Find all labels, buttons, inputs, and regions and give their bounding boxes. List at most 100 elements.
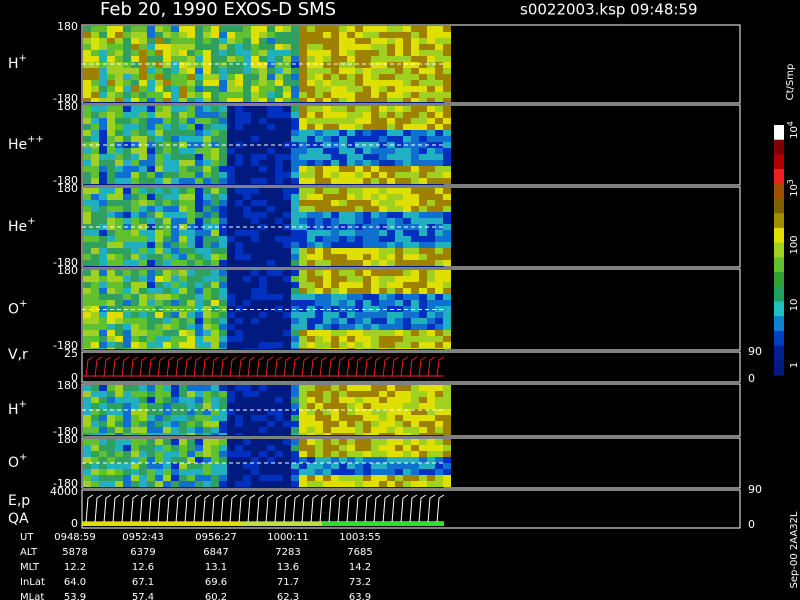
spectrogram-cell	[427, 56, 435, 62]
spectrogram-cell	[355, 481, 363, 487]
spectrogram-cell	[419, 74, 427, 80]
spectrogram-cell	[83, 254, 91, 260]
spectrogram-cell	[99, 166, 107, 172]
spectrogram-cell	[275, 451, 283, 457]
qa-bar	[82, 522, 242, 526]
spectrogram-cell	[427, 427, 435, 433]
spectrogram-cell	[115, 188, 123, 194]
spectrogram-cell	[315, 260, 323, 266]
spectrogram-cell	[363, 26, 371, 32]
spectrogram-cell	[419, 148, 427, 154]
spectrogram-cell	[291, 112, 299, 118]
spectrogram-cell	[339, 475, 347, 481]
spectrogram-cell	[171, 242, 179, 248]
spectrogram-cell	[251, 160, 259, 166]
spectrogram-cell	[131, 481, 139, 487]
spectrogram-cell	[195, 124, 203, 130]
spectrogram-cell	[139, 32, 147, 38]
spectrogram-cell	[179, 276, 187, 282]
spectrogram-cell	[123, 276, 131, 282]
spectrogram-cell	[315, 415, 323, 421]
spectrogram-cell	[91, 68, 99, 74]
spectrogram-cell	[187, 463, 195, 469]
spectrogram-cell	[83, 86, 91, 92]
spectrogram-cell	[211, 194, 219, 200]
spectrogram-cell	[235, 385, 243, 391]
spectrogram-cell	[171, 188, 179, 194]
spectrogram-cell	[195, 86, 203, 92]
spectrogram-cell	[395, 178, 403, 184]
spectrogram-cell	[363, 62, 371, 68]
spectrogram-cell	[179, 385, 187, 391]
spectrogram-cell	[211, 391, 219, 397]
spectrogram-cell	[307, 342, 315, 348]
spectrogram-cell	[323, 294, 331, 300]
spectrogram-cell	[123, 300, 131, 306]
spectrogram-cell	[163, 92, 171, 98]
spectrogram-cell	[379, 86, 387, 92]
spectrogram-cell	[211, 188, 219, 194]
spectrogram-cell	[219, 415, 227, 421]
spectrogram-cell	[435, 80, 443, 86]
spectrogram-cell	[83, 218, 91, 224]
spectrogram-cell	[171, 385, 179, 391]
spectrogram-cell	[139, 26, 147, 32]
spectrogram-cell	[187, 427, 195, 433]
spectrogram-cell	[427, 50, 435, 56]
spectrogram-cell	[291, 160, 299, 166]
spectrogram-cell	[211, 112, 219, 118]
spectrogram-cell	[435, 451, 443, 457]
spectrogram-cell	[195, 50, 203, 56]
spectrogram-cell	[339, 282, 347, 288]
spectrogram-cell	[219, 385, 227, 391]
spectrogram-cell	[179, 481, 187, 487]
spectrogram-cell	[187, 248, 195, 254]
spectrogram-cell	[163, 318, 171, 324]
spectrogram-cell	[411, 26, 419, 32]
spectrogram-cell	[179, 439, 187, 445]
spectrogram-cell	[163, 166, 171, 172]
spectrogram-cell	[91, 409, 99, 415]
spectrogram-cell	[307, 26, 315, 32]
spectrogram-cell	[163, 248, 171, 254]
spectrogram-cell	[339, 348, 347, 349]
spectrogram-cell	[315, 86, 323, 92]
spectrogram-cell	[107, 248, 115, 254]
spectrogram-cell	[123, 433, 131, 435]
spectrogram-cell	[379, 282, 387, 288]
spectrogram-cell	[395, 38, 403, 44]
spectrogram-cell	[387, 68, 395, 74]
spectrogram-cell	[371, 276, 379, 282]
spectrogram-cell	[107, 457, 115, 463]
spectrogram-cell	[155, 439, 163, 445]
axis-right-bottom: 0	[748, 372, 755, 385]
spectrogram-cell	[99, 270, 107, 276]
spectrogram-cell	[91, 86, 99, 92]
spectrogram-cell	[219, 154, 227, 160]
spectrogram-cell	[227, 336, 235, 342]
spectrogram-cell	[203, 421, 211, 427]
spectrogram-cell	[187, 194, 195, 200]
spectrogram-cell	[331, 276, 339, 282]
spectrogram-cell	[347, 98, 355, 102]
spectrogram-cell	[243, 194, 251, 200]
spectrogram-cell	[379, 92, 387, 98]
spectrogram-cell	[347, 154, 355, 160]
spectrogram-cell	[355, 200, 363, 206]
spectrogram-cell	[379, 348, 387, 349]
spectrogram-cell	[395, 475, 403, 481]
spectrogram-cell	[315, 112, 323, 118]
spectrogram-cell	[211, 330, 219, 336]
spectrogram-cell	[115, 130, 123, 136]
spectrogram-cell	[347, 118, 355, 124]
spectrogram-cell	[163, 385, 171, 391]
spectrogram-cell	[99, 475, 107, 481]
spectrogram-cell	[427, 118, 435, 124]
spectrogram-cell	[83, 98, 91, 102]
spectrogram-cell	[115, 106, 123, 112]
spectrogram-cell	[387, 80, 395, 86]
spectrogram-cell	[107, 230, 115, 236]
spectrogram-cell	[419, 92, 427, 98]
spectrogram-cell	[347, 469, 355, 475]
spectrogram-cell	[219, 80, 227, 86]
